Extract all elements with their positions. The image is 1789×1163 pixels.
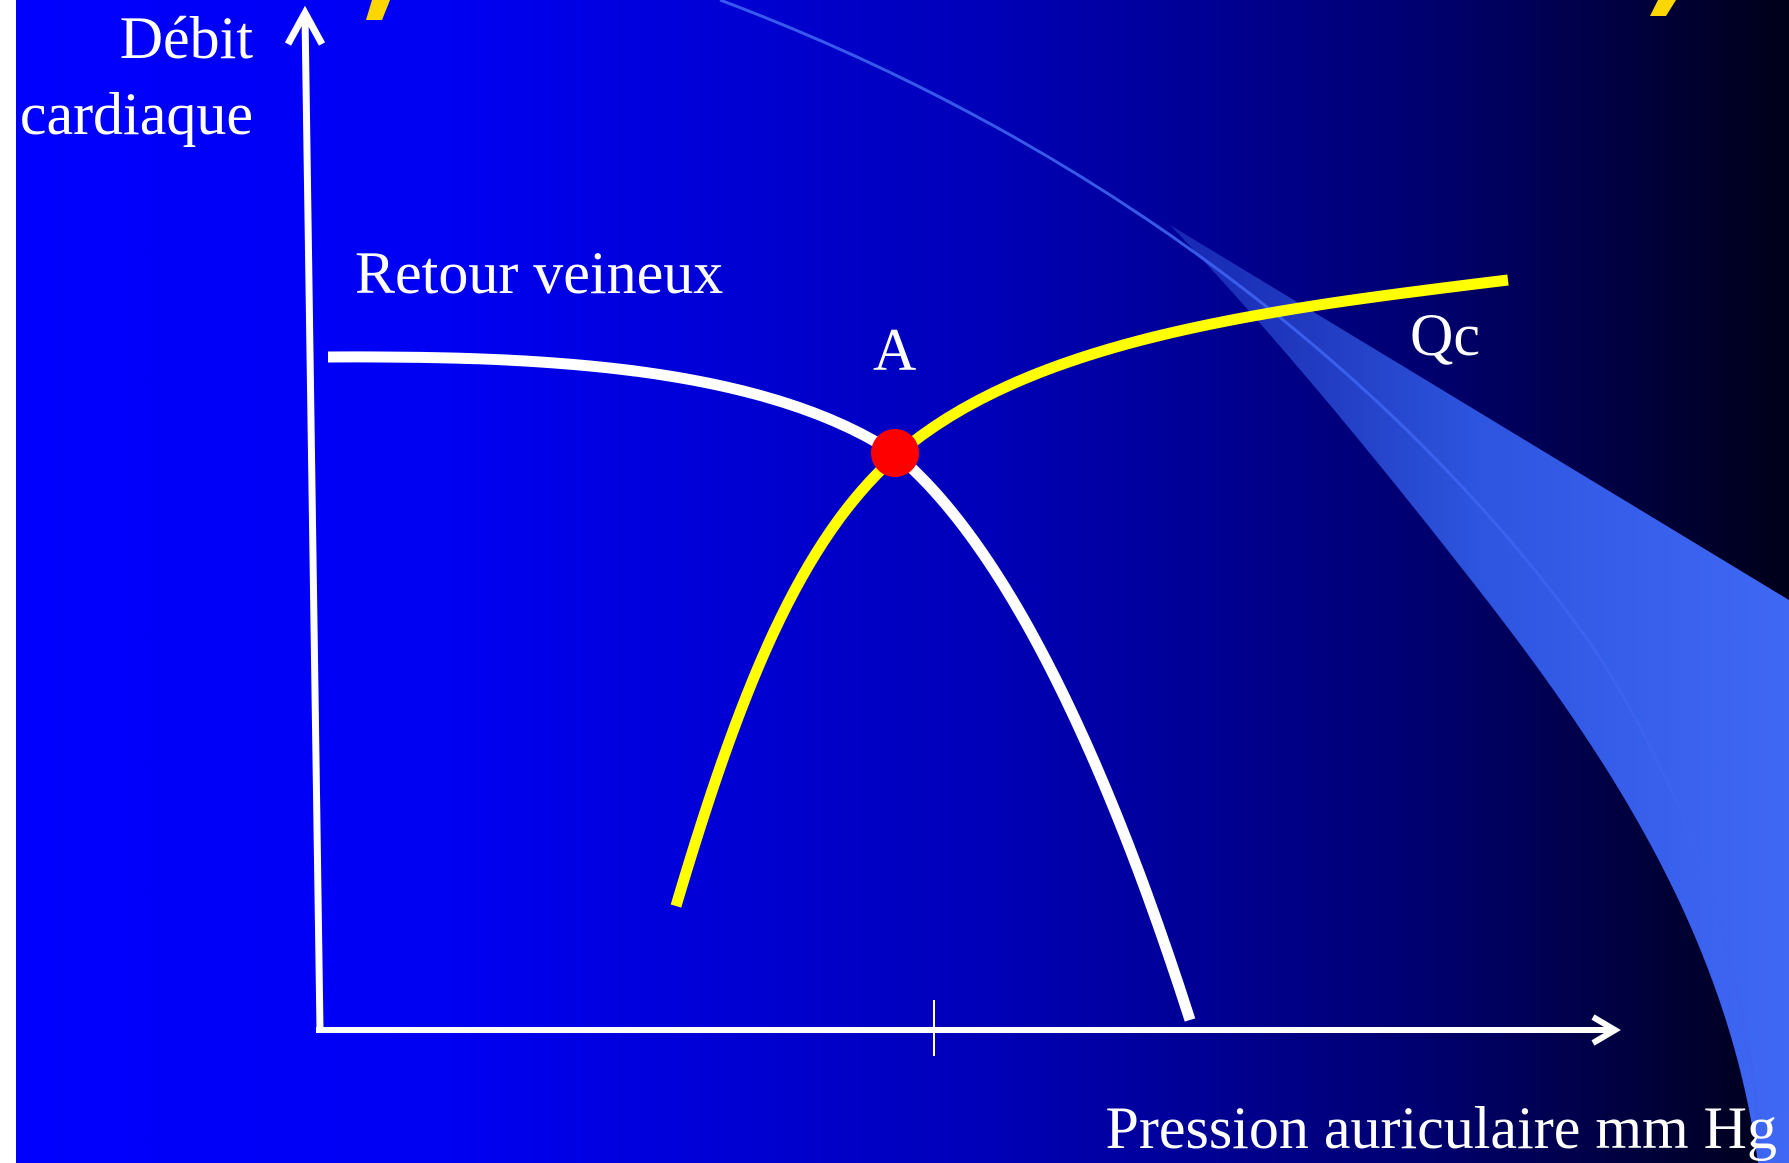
title-fragment-right <box>1650 0 1676 16</box>
equilibrium-point-label: A <box>873 317 917 383</box>
x-axis-label: Pression auriculaire mm Hg <box>1105 1095 1777 1161</box>
slide-left-edge <box>0 0 16 1163</box>
y-axis-label-line1: Débit <box>119 5 253 71</box>
y-axis-label-line2: cardiaque <box>19 81 253 147</box>
venous-return-curve <box>327 351 1196 1022</box>
x-axis-arrowhead <box>1591 1014 1621 1046</box>
cardiac-output-label: Qc <box>1410 302 1480 368</box>
equilibrium-point <box>871 429 919 477</box>
y-axis <box>301 14 324 1031</box>
title-fragment-left <box>366 0 390 20</box>
decorative-wedge <box>1170 225 1789 1163</box>
y-axis-arrowhead <box>284 5 326 46</box>
decorative-arc <box>719 0 1764 1163</box>
venous-return-label: Retour veineux <box>355 240 724 306</box>
